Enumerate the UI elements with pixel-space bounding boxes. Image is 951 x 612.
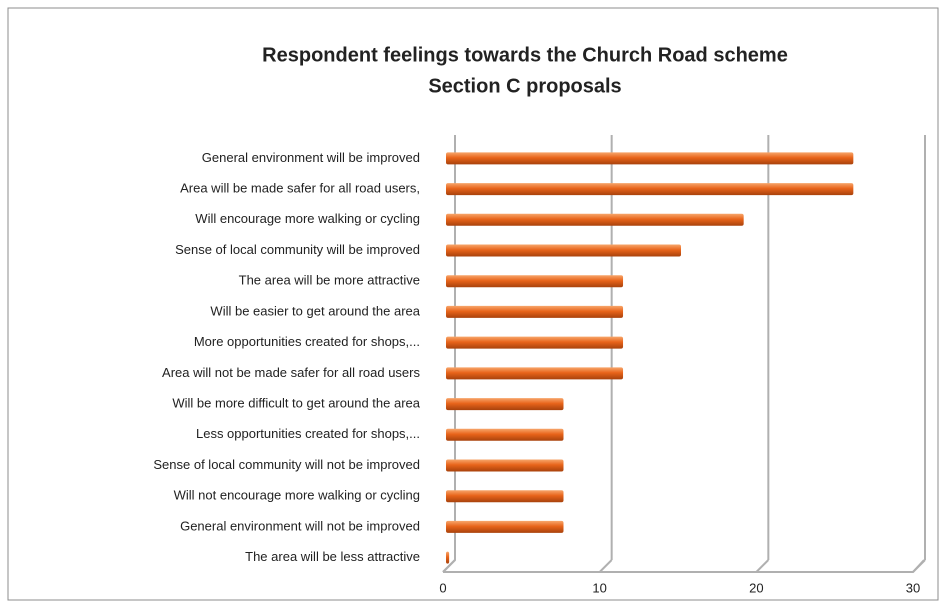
x-tick-label: 20 xyxy=(749,580,763,595)
grid-line xyxy=(442,559,456,573)
bar xyxy=(446,183,854,196)
y-tick-label: Sense of local community will be improve… xyxy=(175,242,420,257)
bar xyxy=(446,551,450,564)
y-tick-label: General environment will not be improved xyxy=(180,518,420,533)
bar xyxy=(446,367,624,380)
y-tick-label: Less opportunities created for shops,... xyxy=(196,426,420,441)
bar xyxy=(446,152,854,165)
chart-subtitle: Section C proposals xyxy=(428,75,621,97)
bar xyxy=(446,244,681,257)
y-tick-label: The area will be less attractive xyxy=(245,549,420,564)
bar xyxy=(446,213,744,226)
y-tick-label: Will be more difficult to get around the… xyxy=(172,396,420,411)
y-tick-label: General environment will be improved xyxy=(202,150,420,165)
bar xyxy=(446,428,564,441)
bar xyxy=(446,336,624,349)
y-tick-label: Will be easier to get around the area xyxy=(210,303,420,318)
y-tick-label: Will encourage more walking or cycling xyxy=(195,211,420,226)
bar xyxy=(446,490,564,503)
y-tick-label: The area will be more attractive xyxy=(239,273,420,288)
y-tick-label: More opportunities created for shops,... xyxy=(194,334,420,349)
bar xyxy=(446,305,624,318)
grid-line xyxy=(755,559,770,573)
bar xyxy=(446,459,564,472)
bar xyxy=(446,275,624,288)
y-tick-label: Will not encourage more walking or cycli… xyxy=(174,488,420,503)
y-tick-label: Area will be made safer for all road use… xyxy=(180,181,420,196)
x-tick-label: 30 xyxy=(906,580,920,595)
grid-line xyxy=(598,559,613,573)
y-tick-label: Sense of local community will not be imp… xyxy=(153,457,420,472)
x-tick-label: 0 xyxy=(439,580,446,595)
bar xyxy=(446,398,564,411)
bar xyxy=(446,520,564,533)
grid-line xyxy=(912,559,926,573)
x-tick-label: 10 xyxy=(592,580,606,595)
y-tick-label: Area will not be made safer for all road… xyxy=(162,365,420,380)
chart-title: Respondent feelings towards the Church R… xyxy=(262,44,788,66)
